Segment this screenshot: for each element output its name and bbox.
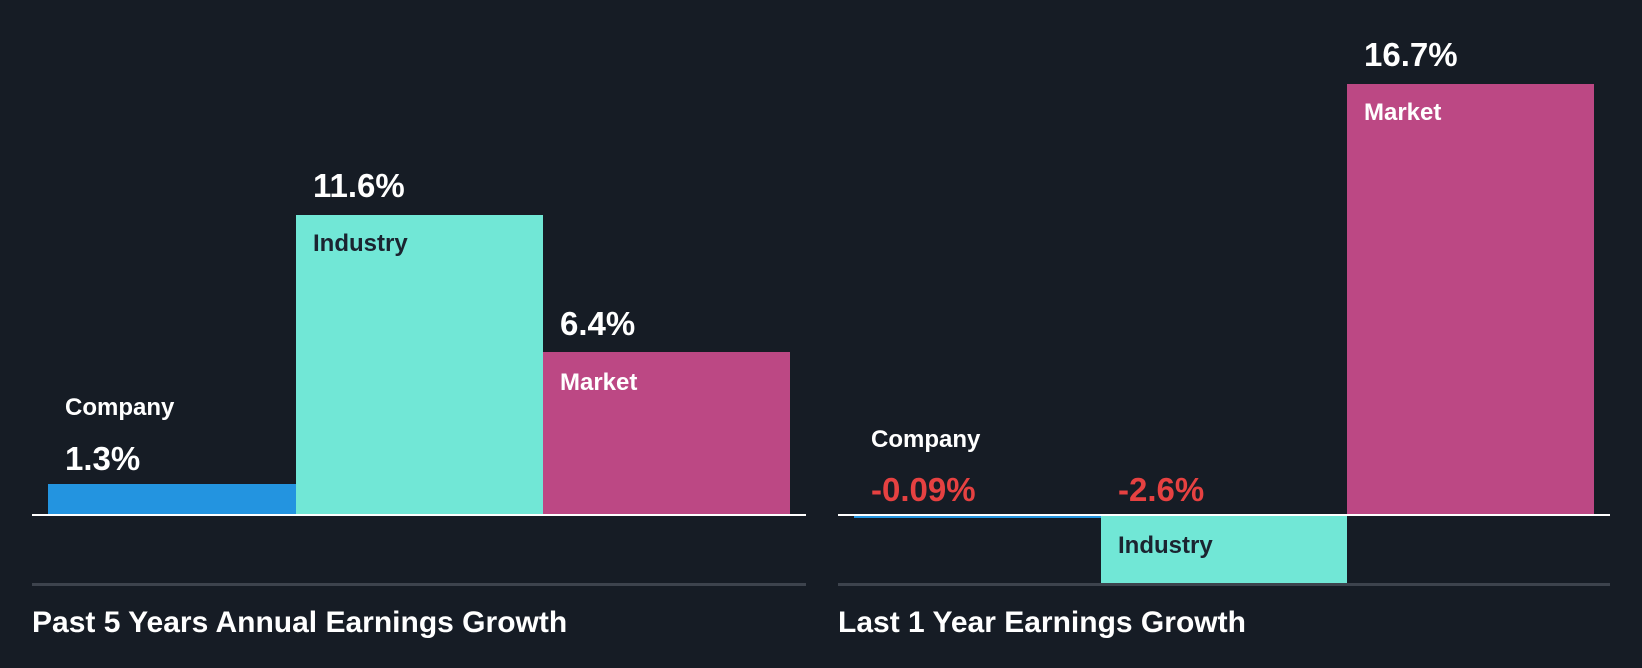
bar-industry bbox=[1101, 515, 1347, 584]
company-label: Company bbox=[871, 426, 981, 453]
industry-label: Industry bbox=[313, 230, 408, 257]
industry-value: -2.6% bbox=[1118, 471, 1205, 508]
company-label: Company bbox=[65, 394, 175, 421]
section-divider bbox=[32, 583, 806, 586]
company-value: 1.3% bbox=[65, 440, 141, 477]
market-value: 16.7% bbox=[1364, 36, 1458, 73]
industry-label: Industry bbox=[1118, 532, 1213, 559]
bar-industry bbox=[296, 215, 543, 515]
zero-axis-line bbox=[32, 514, 806, 516]
bar-company bbox=[854, 515, 1101, 518]
bar-market bbox=[1347, 84, 1594, 515]
zero-axis-line bbox=[838, 514, 1610, 516]
chart-title: Last 1 Year Earnings Growth bbox=[838, 606, 1246, 639]
market-value: 6.4% bbox=[560, 305, 636, 342]
chart-last-1-year: Company -0.09% -2.6% Industry 16.7% Mark… bbox=[838, 0, 1610, 668]
bar-company bbox=[48, 484, 296, 515]
market-label: Market bbox=[560, 369, 638, 396]
chart-title: Past 5 Years Annual Earnings Growth bbox=[32, 606, 568, 639]
chart-past-5-years: Company 1.3% 11.6% Industry 6.4% Market … bbox=[32, 0, 806, 668]
company-value: -0.09% bbox=[871, 471, 976, 508]
section-divider bbox=[838, 583, 1610, 586]
market-label: Market bbox=[1364, 99, 1442, 126]
industry-value: 11.6% bbox=[313, 167, 405, 204]
bar-market bbox=[543, 352, 790, 515]
